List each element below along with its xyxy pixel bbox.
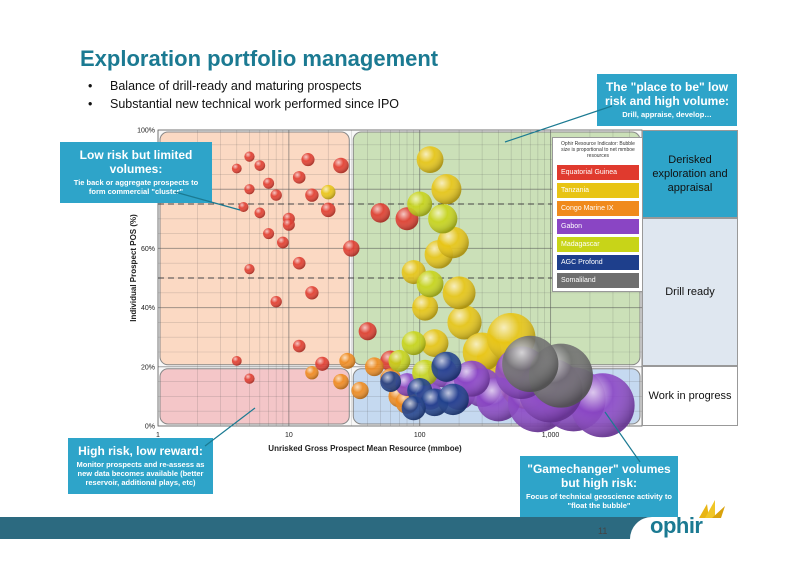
page-title: Exploration portfolio management bbox=[80, 46, 439, 71]
data-point-shine bbox=[428, 204, 458, 234]
data-point-shine bbox=[231, 355, 242, 366]
data-point-shine bbox=[364, 357, 384, 377]
callout-high-risk: High risk, low reward: Monitor prospects… bbox=[68, 438, 213, 494]
legend-item-madagascar: Madagascar bbox=[557, 237, 639, 252]
callout-gamechanger: "Gamechanger" volumes but high risk: Foc… bbox=[520, 456, 678, 517]
data-point-shine bbox=[238, 201, 249, 212]
data-point-shine bbox=[301, 153, 315, 167]
data-point-shine bbox=[270, 189, 282, 201]
callout-sub: Monitor prospects and re-assess as new d… bbox=[76, 460, 205, 487]
data-point-shine bbox=[263, 228, 275, 240]
data-point-shine bbox=[401, 331, 426, 356]
data-point-shine bbox=[244, 151, 255, 162]
data-point-shine bbox=[277, 236, 289, 249]
data-point-shine bbox=[358, 322, 377, 341]
data-point-shine bbox=[305, 188, 319, 202]
y-axis-label: Individual Prospect POS (%) bbox=[129, 214, 138, 322]
side-label-work-in-progress: Work in progress bbox=[642, 366, 738, 426]
data-point-shine bbox=[292, 171, 306, 184]
x-axis-label: Unrisked Gross Prospect Mean Resource (m… bbox=[268, 444, 462, 453]
legend-item-agc-profond: AGC Profond bbox=[557, 255, 639, 270]
x-tick-label: 10 bbox=[285, 432, 293, 439]
data-point-shine bbox=[305, 286, 319, 300]
side-label-derisked: Derisked exploration and appraisal bbox=[642, 130, 738, 218]
y-tick-label: 100% bbox=[137, 128, 155, 135]
legend-item-somaliland: Somaliland bbox=[557, 273, 639, 288]
data-point-shine bbox=[502, 335, 559, 392]
page-number: 11 bbox=[598, 526, 608, 536]
legend-note: Ophir Resource Indicator: Bubble size is… bbox=[561, 141, 635, 159]
data-point-shine bbox=[437, 226, 469, 259]
data-point-shine bbox=[388, 349, 411, 372]
y-tick-label: 0% bbox=[145, 424, 155, 431]
legend-item-tanzania: Tanzania bbox=[557, 183, 639, 198]
y-tick-label: 60% bbox=[141, 246, 155, 253]
ophir-logo: ophir bbox=[650, 513, 703, 538]
chart-legend: Ophir Resource Indicator: Bubble size is… bbox=[552, 137, 644, 292]
sunburst-icon bbox=[699, 500, 725, 518]
data-point-shine bbox=[380, 371, 402, 392]
data-point-shine bbox=[339, 352, 356, 369]
side-label-drill-ready: Drill ready bbox=[642, 218, 738, 366]
data-point-shine bbox=[407, 191, 433, 217]
data-point-shine bbox=[412, 294, 439, 321]
y-tick-label: 40% bbox=[141, 305, 155, 312]
data-point-shine bbox=[447, 305, 482, 340]
data-point-shine bbox=[333, 373, 349, 390]
callout-sub: Tie back or aggregate prospects to form … bbox=[73, 178, 199, 196]
data-point-shine bbox=[254, 207, 266, 219]
data-point-shine bbox=[437, 383, 469, 416]
bullet-list: Balance of drill-ready and maturing pros… bbox=[88, 77, 399, 113]
data-point-shine bbox=[343, 240, 360, 257]
callout-heading: Low risk but limited volumes: bbox=[79, 148, 193, 176]
data-point-shine bbox=[263, 177, 275, 189]
data-point-shine bbox=[320, 202, 336, 218]
data-point-shine bbox=[282, 218, 295, 231]
data-point-shine bbox=[315, 356, 330, 371]
legend-item-gabon: Gabon bbox=[557, 219, 639, 234]
data-point-shine bbox=[292, 339, 306, 353]
callout-place-to-be: The "place to be" low risk and high volu… bbox=[597, 74, 737, 126]
footer-bar bbox=[0, 517, 800, 539]
data-point-shine bbox=[231, 163, 242, 174]
data-point-shine bbox=[305, 366, 319, 380]
data-point-shine bbox=[431, 174, 462, 205]
callout-heading: High risk, low reward: bbox=[78, 444, 203, 458]
legend-item-equatorial-guinea: Equatorial Guinea bbox=[557, 165, 639, 180]
data-point-shine bbox=[333, 157, 349, 174]
y-tick-label: 20% bbox=[141, 364, 155, 371]
data-point-shine bbox=[416, 270, 444, 298]
data-point-shine bbox=[320, 184, 336, 200]
callout-heading: The "place to be" low risk and high volu… bbox=[604, 80, 730, 108]
x-tick-label: 1,000 bbox=[542, 432, 560, 439]
legend-item-congo-marine-ix: Congo Marine IX bbox=[557, 201, 639, 216]
bullet-item: Balance of drill-ready and maturing pros… bbox=[88, 77, 399, 95]
data-point-shine bbox=[244, 263, 255, 275]
data-point-shine bbox=[351, 381, 369, 400]
data-point-shine bbox=[292, 256, 306, 270]
x-tick-label: 100 bbox=[414, 432, 426, 439]
callout-low-risk: Low risk but limited volumes: Tie back o… bbox=[60, 142, 212, 203]
callout-sub: Focus of technical geoscience activity t… bbox=[526, 492, 672, 510]
bullet-item: Substantial new technical work performed… bbox=[88, 95, 399, 113]
callout-sub: Drill, appraise, develop… bbox=[622, 110, 712, 119]
data-point-shine bbox=[431, 351, 462, 382]
data-point-shine bbox=[244, 373, 255, 384]
x-tick-label: 1 bbox=[156, 432, 160, 439]
data-point-shine bbox=[370, 203, 391, 223]
callout-heading: "Gamechanger" volumes but high risk: bbox=[527, 462, 671, 490]
data-point-shine bbox=[254, 160, 266, 171]
data-point-shine bbox=[401, 396, 426, 421]
data-point-shine bbox=[442, 276, 476, 310]
data-point-shine bbox=[416, 146, 444, 174]
data-point-shine bbox=[244, 184, 255, 195]
data-point-shine bbox=[420, 329, 449, 357]
data-point-shine bbox=[270, 295, 282, 308]
